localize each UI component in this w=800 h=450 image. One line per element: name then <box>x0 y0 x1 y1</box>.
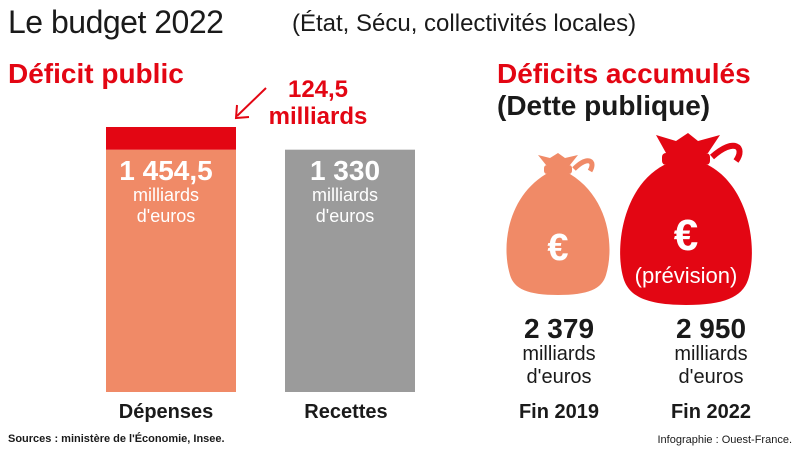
credit-note: Infographie : Ouest-France. <box>657 434 792 446</box>
bar-unit-depenses-line1: milliards <box>132 185 199 205</box>
debt-heading: Déficits accumulés <box>497 58 751 89</box>
deficit-arrow <box>234 87 267 120</box>
sources-note: Sources : ministère de l'Économie, Insee… <box>8 433 225 445</box>
bar-recettes <box>285 149 415 392</box>
money-bags: € € (prévision) <box>506 133 752 305</box>
deficit-unit: milliards <box>268 103 368 130</box>
money-bag-2022-icon <box>620 133 752 305</box>
forecast-note: (prévision) <box>635 263 738 288</box>
bar-deficit-segment <box>106 127 236 150</box>
deficit-value: 124,5 <box>287 76 349 103</box>
bar-unit-recettes-line1: milliards <box>311 185 378 205</box>
page-subtitle: (État, Sécu, collectivités locales) <box>292 10 637 37</box>
bag-value-2019: 2 379 <box>523 313 595 344</box>
bag-label-2019: Fin 2019 <box>518 401 600 423</box>
debt-subheading: (Dette publique) <box>497 90 711 121</box>
category-label-recettes: Recettes <box>304 401 388 423</box>
page-title: Le budget 2022 <box>8 4 224 40</box>
bag-unit-2022-line2: d'euros <box>678 366 744 388</box>
money-bag-2019-icon <box>506 153 610 295</box>
bar-value-depenses: 1 454,5 <box>119 155 213 186</box>
bar-unit-recettes-line2: d'euros <box>315 206 375 226</box>
category-label-depenses: Dépenses <box>118 401 214 423</box>
bag-label-2022: Fin 2022 <box>670 401 752 423</box>
bag-unit-2022-line1: milliards <box>674 343 748 365</box>
bar-unit-depenses-line2: d'euros <box>136 206 196 226</box>
euro-symbol-2022: € <box>674 211 698 260</box>
deficit-heading: Déficit public <box>8 58 184 89</box>
bar-value-recettes: 1 330 <box>309 155 381 186</box>
bag-value-2022: 2 950 <box>675 313 747 344</box>
euro-symbol-2019: € <box>547 227 568 269</box>
bag-unit-2019-line1: milliards <box>522 343 596 365</box>
bar-depenses <box>106 149 236 392</box>
bag-unit-2019-line2: d'euros <box>526 366 592 388</box>
